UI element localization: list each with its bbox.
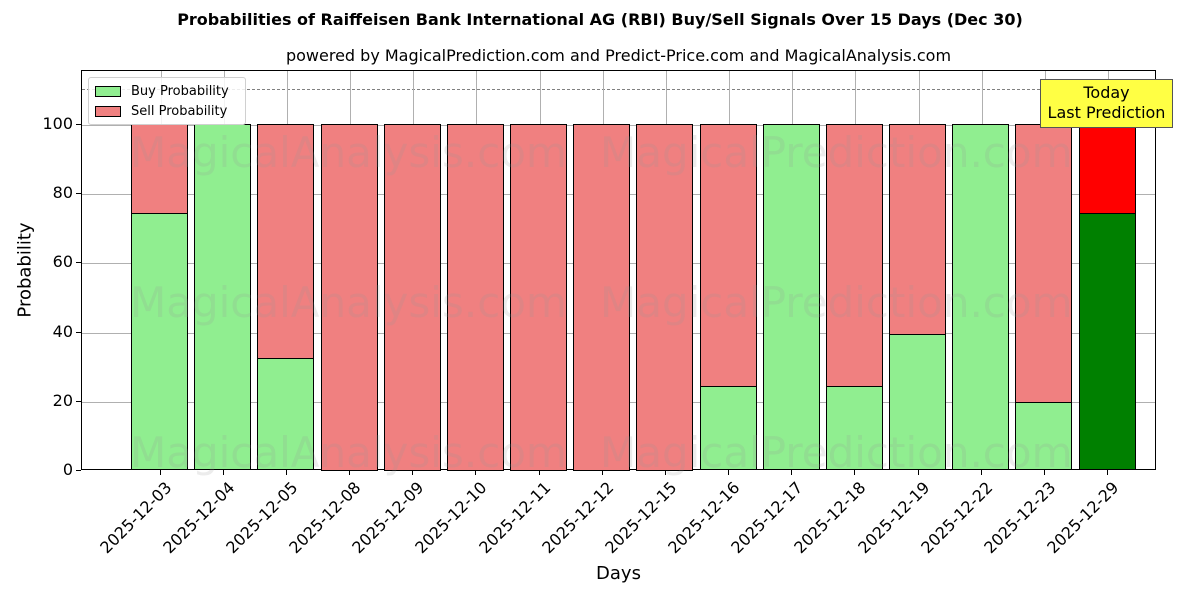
buy-bar-2025-12-03	[131, 212, 188, 470]
sell-bar-2025-12-09	[383, 124, 441, 471]
sell-bar-2025-12-08	[320, 124, 378, 471]
chart-title: Probabilities of Raiffeisen Bank Interna…	[177, 10, 1023, 29]
annotation-line-2: Last Prediction	[1047, 103, 1166, 122]
x-tick-mark	[601, 470, 603, 475]
buy-bar-2025-12-18	[825, 385, 883, 470]
x-tick-mark	[349, 470, 350, 475]
y-tick-mark	[76, 124, 81, 125]
x-tick-mark	[475, 470, 477, 475]
x-tick-mark	[222, 470, 224, 475]
buy-bar-2025-12-04	[194, 124, 252, 470]
buy-swatch	[95, 85, 121, 97]
annotation-line-1: Today	[1083, 83, 1130, 102]
legend-label-sell: Sell Probability	[131, 103, 228, 119]
sell-bar-2025-12-05	[257, 124, 315, 360]
legend: Buy Probability Sell Probability	[88, 77, 246, 125]
buy-bar-2025-12-29	[1078, 212, 1136, 470]
sell-bar-2025-12-19	[889, 124, 947, 336]
sell-bar-2025-12-23	[1015, 124, 1073, 404]
sell-swatch	[95, 105, 121, 117]
x-tick-mark	[1107, 470, 1109, 475]
buy-bar-2025-12-05	[257, 358, 315, 470]
y-tick-label: 60	[52, 252, 73, 272]
sell-bar-2025-12-29	[1078, 124, 1136, 214]
reference-line	[82, 89, 1155, 90]
x-tick-mark	[285, 470, 287, 475]
y-tick-label: 80	[52, 183, 73, 203]
x-tick-mark	[791, 470, 793, 475]
chart-subtitle: powered by MagicalPrediction.com and Pre…	[285, 46, 952, 65]
legend-item-buy: Buy Probability	[95, 83, 229, 99]
x-tick-mark	[159, 470, 161, 475]
sell-bar-2025-12-18	[825, 124, 883, 387]
sell-bar-2025-12-12	[573, 124, 631, 471]
legend-item-sell: Sell Probability	[95, 103, 227, 119]
sell-bar-2025-12-16	[699, 124, 757, 387]
y-tick-mark	[76, 262, 81, 264]
sell-bar-2025-12-03	[131, 124, 188, 214]
x-tick-mark	[917, 470, 919, 475]
y-tick-label: 0	[62, 460, 73, 479]
legend-label-buy: Buy Probability	[131, 83, 229, 99]
y-tick-mark	[76, 193, 81, 195]
x-tick-mark	[412, 470, 414, 475]
sell-bar-2025-12-15	[636, 124, 694, 471]
x-tick-mark	[1043, 470, 1045, 475]
sell-bar-2025-12-11	[510, 124, 568, 471]
buy-bar-2025-12-17	[762, 124, 820, 470]
x-axis-label: Days	[596, 563, 641, 584]
today-annotation: Today Last Prediction	[1040, 79, 1173, 128]
sell-bar-2025-12-10	[446, 124, 504, 471]
x-tick-mark	[980, 470, 982, 475]
buy-bar-2025-12-16	[699, 385, 757, 470]
x-tick-mark	[538, 470, 540, 475]
x-tick-mark	[854, 470, 856, 475]
y-tick-mark	[76, 331, 81, 333]
buy-bar-2025-12-22	[952, 124, 1010, 470]
y-tick-mark	[76, 470, 81, 471]
y-tick-mark	[76, 400, 81, 402]
y-tick-label: 40	[52, 321, 73, 341]
y-axis-label: Probability	[14, 222, 36, 318]
buy-bar-2025-12-23	[1015, 402, 1073, 470]
y-tick-label: 20	[52, 390, 73, 410]
buy-bar-2025-12-19	[889, 334, 947, 470]
x-tick-mark	[728, 470, 730, 475]
x-tick-mark	[664, 470, 666, 475]
y-tick-label: 100	[42, 114, 73, 133]
